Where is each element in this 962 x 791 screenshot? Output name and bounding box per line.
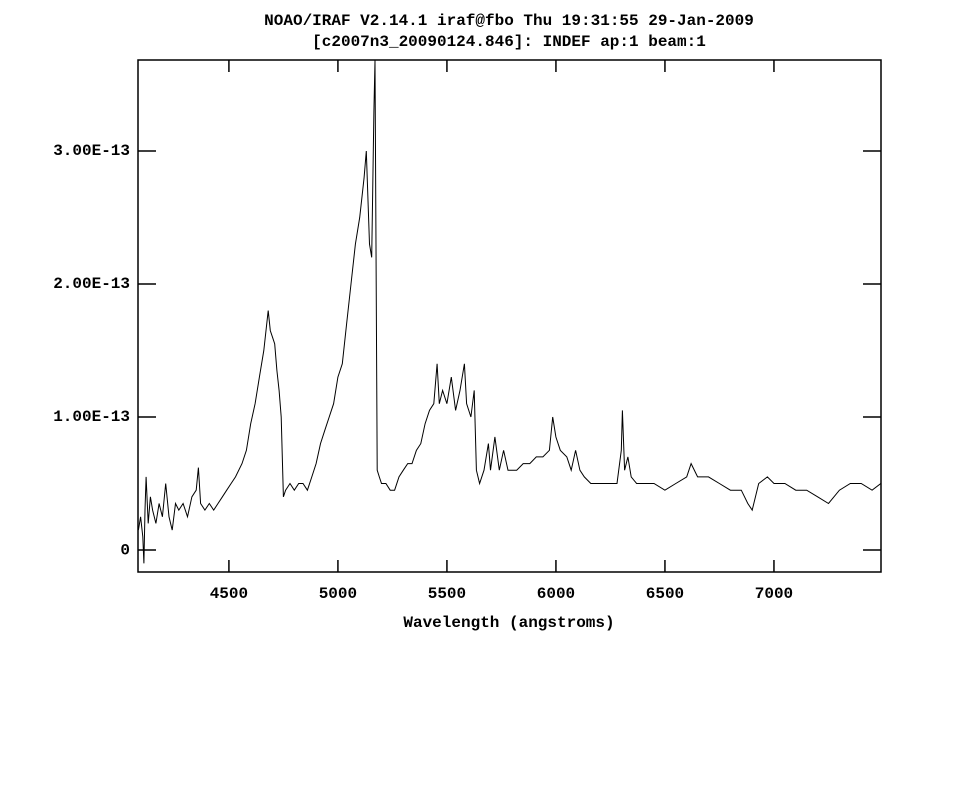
x-tick-label: 6500 [646,585,684,603]
chart-subtitle: [c2007n3_20090124.846]: INDEF ap:1 beam:… [312,33,706,51]
x-tick-label: 5000 [319,585,357,603]
y-tick-label: 2.00E-13 [53,275,130,293]
y-tick-label: 1.00E-13 [53,408,130,426]
chart-title: NOAO/IRAF V2.14.1 iraf@fbo Thu 19:31:55 … [264,12,754,30]
x-tick-label: 7000 [755,585,793,603]
x-tick-label: 5500 [428,585,466,603]
spectrum-line [138,60,881,564]
x-axis-label: Wavelength (angstroms) [403,614,614,632]
x-tick-label: 6000 [537,585,575,603]
y-tick-label: 0 [120,541,130,559]
plot-frame [137,59,882,573]
x-tick-label: 4500 [210,585,248,603]
y-tick-label: 3.00E-13 [53,142,130,160]
